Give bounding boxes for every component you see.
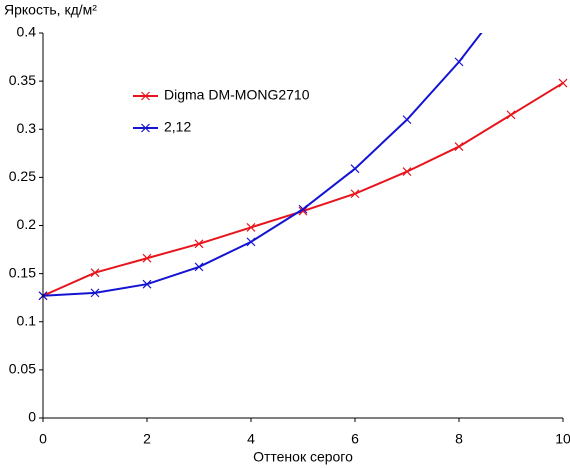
- x-axis-label: Оттенок серого: [253, 449, 353, 465]
- x-tick-label: 6: [351, 431, 359, 447]
- x-tick-label: 8: [455, 431, 463, 447]
- y-tick-label: 0.2: [17, 216, 37, 232]
- y-tick-label: 0.25: [9, 168, 36, 184]
- y-tick-label: 0.35: [9, 72, 36, 88]
- legend-label: Digma DM-MONG2710: [164, 87, 310, 103]
- marker: [558, 78, 568, 88]
- x-tick-label: 0: [39, 431, 47, 447]
- y-tick-label: 0: [28, 409, 36, 425]
- marker: [141, 123, 150, 133]
- y-axis-label: Яркость, кд/м²: [4, 2, 97, 18]
- marker: [298, 204, 308, 214]
- marker: [142, 279, 152, 289]
- marker: [454, 57, 464, 67]
- marker: [142, 253, 152, 263]
- marker: [298, 206, 308, 216]
- y-tick-label: 0.05: [9, 361, 36, 377]
- marker: [402, 167, 412, 177]
- y-tick-label: 0.1: [17, 312, 37, 328]
- y-tick-label: 0.4: [17, 24, 37, 40]
- legend-label: 2,12: [164, 119, 191, 135]
- x-tick-label: 4: [247, 431, 255, 447]
- marker: [194, 262, 204, 272]
- marker: [454, 142, 464, 151]
- marker: [350, 164, 360, 174]
- marker: [90, 288, 100, 298]
- marker: [506, 110, 516, 120]
- series-line: [42, 33, 483, 297]
- y-tick-label: 0.15: [9, 264, 36, 280]
- marker: [246, 237, 256, 247]
- marker: [141, 91, 150, 101]
- marker: [350, 189, 360, 199]
- x-tick-label: 10: [555, 431, 570, 447]
- plot-area: [38, 33, 568, 301]
- marker: [90, 268, 100, 278]
- marker: [194, 239, 204, 249]
- x-tick-label: 2: [143, 431, 151, 447]
- series-line: [42, 82, 564, 297]
- y-tick-label: 0.3: [17, 120, 37, 136]
- marker: [246, 223, 256, 232]
- marker: [402, 115, 412, 125]
